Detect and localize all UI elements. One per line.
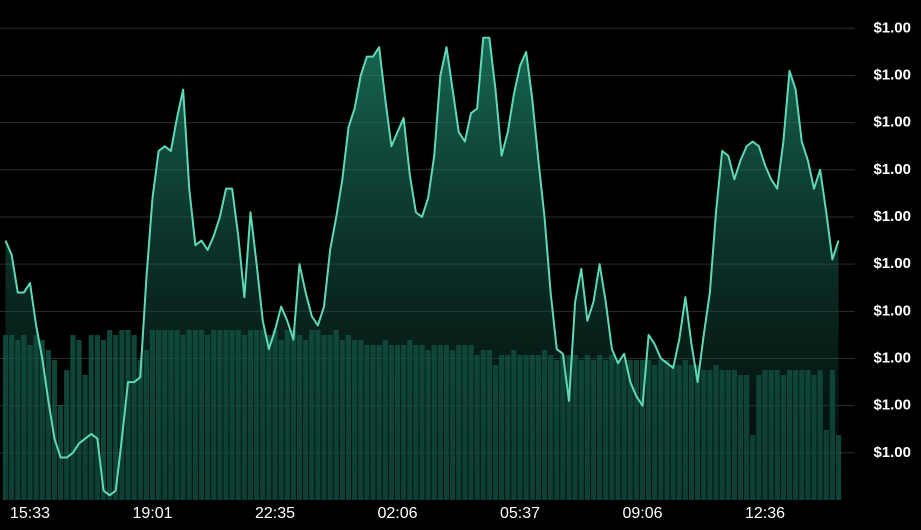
x-tick-label: 19:01 [132, 505, 172, 522]
y-tick-label: $1.00 [873, 19, 911, 36]
volume-bar [70, 335, 76, 500]
x-tick-label: 22:35 [255, 505, 295, 522]
x-tick-label: 15:33 [10, 505, 50, 522]
y-tick-label: $1.00 [873, 161, 911, 178]
y-tick-label: $1.00 [873, 397, 911, 414]
x-tick-label: 09:06 [622, 505, 662, 522]
y-tick-label: $1.00 [873, 114, 911, 131]
y-tick-label: $1.00 [873, 444, 911, 461]
volume-bar [64, 370, 70, 500]
volume-bar [94, 335, 100, 500]
y-tick-label: $1.00 [873, 302, 911, 319]
x-tick-label: 12:36 [745, 505, 785, 522]
volume-bar [107, 330, 113, 500]
price-area [5, 37, 839, 501]
price-line [4, 36, 840, 497]
y-tick-label: $1.00 [873, 349, 911, 366]
volume-bar [113, 335, 119, 500]
volume-bar [76, 340, 82, 500]
volume-bar [100, 340, 107, 500]
y-tick-label: $1.00 [873, 255, 911, 272]
y-tick-label: $1.00 [873, 66, 911, 83]
volume-bar [58, 405, 64, 500]
volume-bar [51, 360, 58, 500]
volume-bar [88, 335, 94, 500]
y-tick-label: $1.00 [873, 208, 911, 225]
volume-bar [119, 330, 125, 500]
x-tick-label: 02:06 [377, 505, 417, 522]
x-tick-label: 05:37 [500, 505, 540, 522]
